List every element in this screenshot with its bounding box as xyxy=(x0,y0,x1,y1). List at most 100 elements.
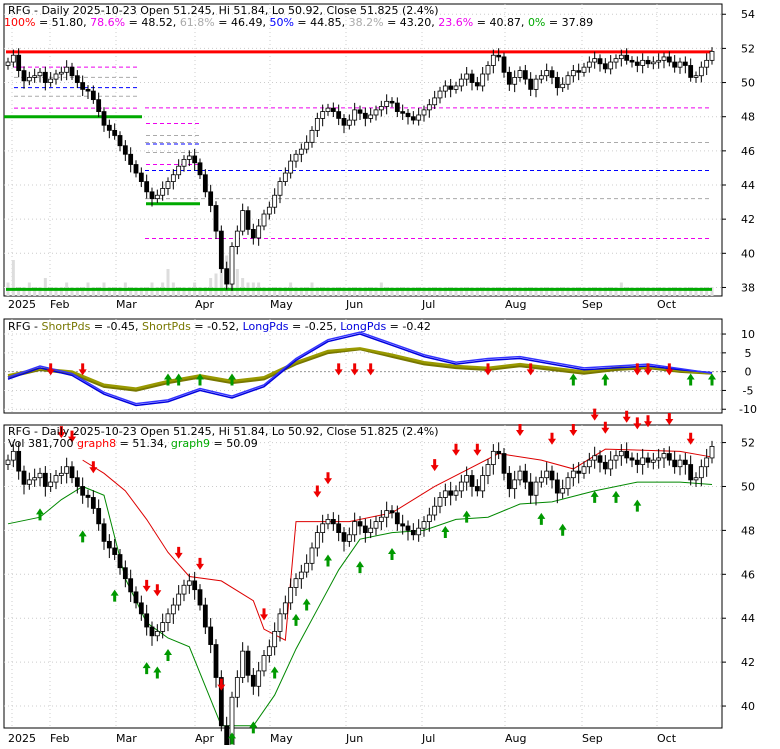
volume-bar xyxy=(534,287,538,296)
price-candle xyxy=(320,111,326,119)
volume-bar xyxy=(369,287,373,296)
price-candle xyxy=(309,129,315,143)
price-candle xyxy=(453,85,459,90)
price-candle xyxy=(469,73,475,83)
price-candle xyxy=(613,58,619,63)
volume-bar xyxy=(433,287,437,296)
stops-candle xyxy=(240,650,246,678)
volume-bar xyxy=(305,287,309,296)
stops-candle xyxy=(464,475,470,483)
stops-candle xyxy=(298,571,304,580)
stops-candle xyxy=(192,580,198,591)
volume-bar xyxy=(422,287,426,296)
volume-bar xyxy=(177,287,181,296)
price-candle xyxy=(101,111,107,126)
price-candle xyxy=(704,59,710,68)
price-candle xyxy=(437,90,443,99)
price-stops-panel: 40 42 44 46 48 50 52 RFG - Daily 2025-10-23 Ope… xyxy=(3,408,755,749)
volume-bar xyxy=(561,287,565,296)
price-candle xyxy=(357,109,363,114)
volume-bar xyxy=(145,287,149,296)
volume-bar xyxy=(363,287,367,296)
price-month-label: Aug xyxy=(505,298,526,311)
stops-month-label: Sep xyxy=(582,732,603,745)
stops-candle xyxy=(304,562,310,573)
stops-y-tick-label: 46 xyxy=(741,568,755,581)
stops-candle xyxy=(122,567,128,580)
stops-candle xyxy=(576,470,582,474)
volume-bar xyxy=(337,287,341,296)
volume-bar xyxy=(673,287,677,296)
volume-bar xyxy=(689,287,693,296)
stops-candle xyxy=(453,490,459,496)
volume-bar xyxy=(614,287,618,296)
stops-y-tick-label: 42 xyxy=(741,656,755,669)
price-y-tick-label: 46 xyxy=(741,145,755,158)
volume-bar xyxy=(326,287,330,296)
stops-candle xyxy=(394,512,400,525)
pds-down-arrow xyxy=(334,363,343,376)
price-candle xyxy=(512,77,518,85)
price-candle xyxy=(517,70,523,78)
stops-candle xyxy=(325,519,331,525)
stops-down-arrow xyxy=(548,432,556,445)
volume-bar xyxy=(545,287,549,296)
stops-month-label: Aug xyxy=(505,732,526,745)
volume-bar xyxy=(395,287,399,296)
volume-bar xyxy=(241,278,245,296)
stops-down-arrow xyxy=(260,608,268,621)
stops-candle xyxy=(181,584,187,595)
stops-candle xyxy=(330,519,336,525)
stops-down-arrow xyxy=(633,417,642,430)
stops-frame xyxy=(3,424,723,729)
stops-up-arrow xyxy=(356,561,364,574)
stops-down-arrow xyxy=(473,443,482,456)
volume-bar xyxy=(523,287,527,296)
stops-candle xyxy=(677,459,683,468)
stops-candle xyxy=(26,479,32,485)
price-candle xyxy=(400,111,406,114)
stops-down-arrow xyxy=(569,423,578,436)
price-candle xyxy=(277,181,283,196)
volume-bar xyxy=(705,287,709,296)
stops-candle xyxy=(645,457,651,463)
stops-candle xyxy=(421,521,427,529)
volume-bar xyxy=(11,260,15,296)
price-candle xyxy=(213,205,219,232)
price-candle xyxy=(544,70,550,77)
volume-bar xyxy=(518,287,522,296)
stops-candle xyxy=(352,521,358,536)
price-candle xyxy=(688,65,694,78)
price-candle xyxy=(154,194,160,200)
stops-candle xyxy=(517,470,523,481)
price-candle xyxy=(341,118,347,126)
price-candle xyxy=(272,194,278,208)
volume-bar xyxy=(299,287,303,296)
price-candle xyxy=(53,73,59,80)
price-frame xyxy=(3,3,723,297)
stops-candle xyxy=(613,455,619,461)
price-candle xyxy=(218,230,224,270)
price-candle xyxy=(474,82,480,87)
price-candle xyxy=(170,174,176,182)
stops-candle xyxy=(442,490,448,498)
price-candle xyxy=(368,114,374,119)
price-candle xyxy=(677,61,683,68)
volume-bar xyxy=(593,287,597,296)
price-candle xyxy=(554,77,560,89)
short-long-pds-panel: -10 -5 0 5 10 RFG - ShortPds = -0.45, ShortPd… xyxy=(3,318,757,416)
price-candle xyxy=(565,75,571,85)
price-candle xyxy=(336,111,342,119)
price-candle xyxy=(458,78,464,87)
pds-down-arrow xyxy=(350,363,359,376)
volume-bar xyxy=(571,287,575,296)
price-candle xyxy=(32,75,38,78)
volume-bar xyxy=(481,287,485,296)
volume-bar xyxy=(710,287,714,296)
stops-up-arrow xyxy=(142,662,151,675)
stops-up-arrow xyxy=(324,554,332,567)
stops-candle xyxy=(608,459,614,470)
volume-bar xyxy=(449,287,453,296)
stops-candle xyxy=(661,453,667,459)
